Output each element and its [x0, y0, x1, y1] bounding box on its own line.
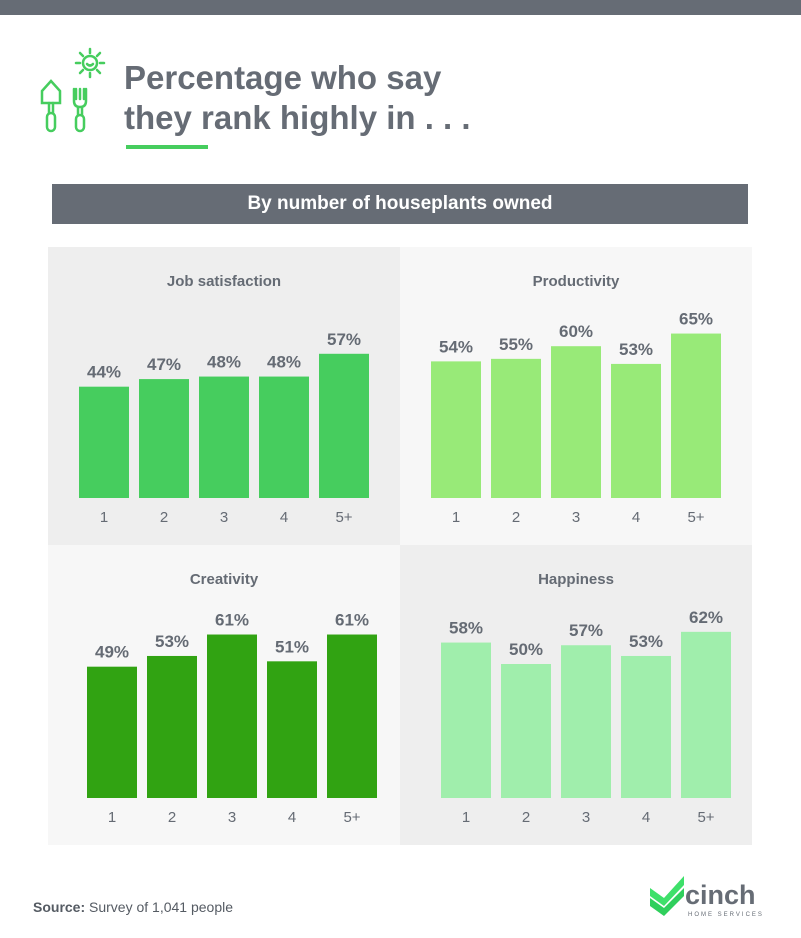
garden-tools-sun-icon: [40, 47, 106, 133]
data-label: 50%: [509, 640, 543, 659]
x-tick-label: 4: [642, 809, 650, 826]
bar-chart: 49% 1 53% 2 61% 3 51% 4 61% 5+: [87, 611, 377, 826]
title-underline: [126, 145, 208, 149]
bar: [199, 376, 249, 498]
bar: [611, 363, 661, 498]
x-tick-label: 4: [288, 809, 296, 826]
panel-title: Job satisfaction: [166, 273, 282, 290]
x-tick-label: 3: [582, 809, 590, 826]
data-label: 44%: [87, 363, 121, 382]
bar: [491, 358, 541, 498]
data-label: 54%: [439, 337, 473, 356]
bar: [87, 666, 137, 798]
x-tick-label: 3: [228, 809, 236, 826]
x-tick-label: 1: [108, 809, 116, 826]
panel-title: Productivity: [532, 273, 620, 290]
source-text: Survey of 1,041 people: [85, 899, 234, 915]
cinch-logo: cinch HOME SERVICES: [648, 872, 768, 927]
data-label: 53%: [619, 340, 653, 359]
x-tick-label: 4: [280, 509, 288, 526]
x-tick-label: 2: [512, 509, 520, 526]
source-note: Source: Survey of 1,041 people: [33, 899, 233, 915]
source-label: Source:: [33, 899, 86, 915]
bar: [441, 642, 491, 798]
bar-chart: 58% 1 50% 2 57% 3 53% 4 62% 5+: [441, 608, 731, 826]
bar-chart: 44% 1 47% 2 48% 3 48% 4 57% 5+: [79, 330, 369, 526]
data-label: 51%: [275, 637, 309, 656]
x-tick-label: 5+: [343, 809, 360, 826]
panel-title: Happiness: [538, 571, 614, 588]
bar: [681, 631, 731, 798]
x-tick-label: 2: [168, 809, 176, 826]
bar: [551, 346, 601, 498]
x-tick-label: 5+: [687, 509, 704, 526]
x-tick-label: 5+: [335, 509, 352, 526]
svg-text:cinch: cinch: [685, 880, 756, 910]
bar: [259, 376, 309, 498]
data-label: 61%: [335, 611, 369, 630]
x-tick-label: 2: [522, 809, 530, 826]
panel-job-satisfaction: Job satisfaction 44% 1 47% 2 48% 3 48% 4 57% 5+: [48, 247, 400, 545]
data-label: 57%: [569, 621, 603, 640]
x-tick-label: 1: [462, 809, 470, 826]
data-label: 57%: [327, 330, 361, 349]
data-label: 58%: [449, 619, 483, 638]
bar: [501, 664, 551, 798]
panel-happiness: Happiness 58% 1 50% 2 57% 3 53% 4 62% 5+: [400, 545, 752, 845]
x-tick-label: 1: [100, 509, 108, 526]
data-label: 60%: [559, 322, 593, 341]
data-label: 55%: [499, 335, 533, 354]
data-label: 53%: [629, 632, 663, 651]
subtitle-banner: By number of houseplants owned: [52, 184, 748, 224]
bar-chart: 54% 1 55% 2 60% 3 53% 4 65% 5+: [431, 310, 721, 526]
page-title: Percentage who say they rank highly in .…: [124, 59, 471, 136]
data-label: 48%: [207, 353, 241, 372]
data-label: 61%: [215, 611, 249, 630]
x-tick-label: 3: [572, 509, 580, 526]
data-label: 53%: [155, 632, 189, 651]
data-label: 49%: [95, 643, 129, 662]
bar: [147, 655, 197, 798]
x-tick-label: 3: [220, 509, 228, 526]
bar: [207, 634, 257, 798]
data-label: 62%: [689, 608, 723, 627]
bar: [327, 634, 377, 798]
x-tick-label: 1: [452, 509, 460, 526]
bar: [671, 333, 721, 498]
bar: [79, 386, 129, 498]
panel-productivity: Productivity 54% 1 55% 2 60% 3 53% 4 65% 5+: [400, 247, 752, 545]
bar: [267, 661, 317, 798]
x-tick-label: 5+: [697, 809, 714, 826]
data-label: 47%: [147, 355, 181, 374]
data-label: 48%: [267, 353, 301, 372]
x-tick-label: 2: [160, 509, 168, 526]
panel-creativity: Creativity 49% 1 53% 2 61% 3 51% 4 61% 5+: [48, 545, 400, 845]
x-tick-label: 4: [632, 509, 640, 526]
bar: [431, 361, 481, 498]
top-bar: [0, 0, 801, 15]
bar: [561, 645, 611, 798]
bar: [621, 655, 671, 798]
svg-text:HOME SERVICES: HOME SERVICES: [688, 912, 764, 918]
data-label: 65%: [679, 310, 713, 329]
panel-title: Creativity: [189, 571, 259, 588]
bar: [319, 353, 369, 498]
bar: [139, 379, 189, 498]
